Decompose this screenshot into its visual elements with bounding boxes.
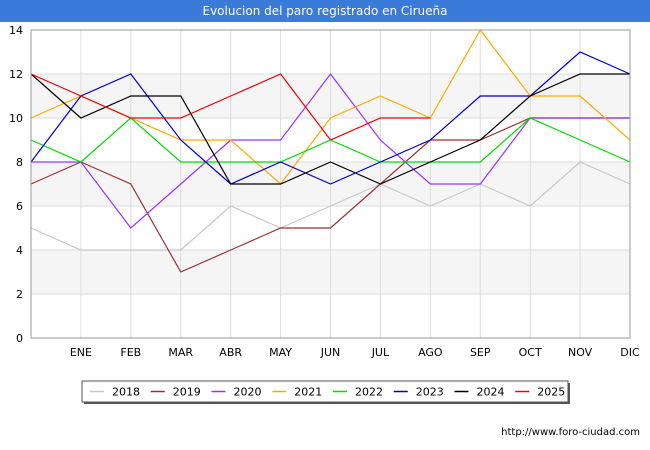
y-tick-label: 12	[9, 68, 23, 81]
chart-title: Evolucion del paro registrado en Cirueña	[0, 0, 650, 22]
legend-label-2024: 2024	[477, 386, 505, 399]
legend-label-2022: 2022	[355, 386, 383, 399]
series-line-2024	[30, 73, 630, 185]
x-tick-label: ABR	[219, 346, 242, 359]
legend-box	[81, 380, 569, 403]
y-tick-label: 8	[16, 156, 23, 169]
y-tick-label: 6	[16, 200, 23, 213]
legend-label-2019: 2019	[173, 386, 201, 399]
x-tick-label: MAY	[269, 346, 292, 359]
x-tick-label: MAR	[168, 346, 193, 359]
x-tick-label: OCT	[519, 346, 542, 359]
series-line-2025	[30, 73, 431, 141]
x-tick-label: NOV	[568, 346, 593, 359]
legend-label-2025: 2025	[537, 386, 565, 399]
x-tick-label: ENE	[70, 346, 92, 359]
legend-label-2023: 2023	[416, 386, 444, 399]
x-tick-label: AGO	[418, 346, 443, 359]
x-tick-label: JUL	[371, 346, 390, 359]
legend-label-2020: 2020	[234, 386, 262, 399]
legend-label-2021: 2021	[294, 386, 322, 399]
y-tick-label: 4	[16, 244, 23, 257]
y-tick-label: 0	[16, 332, 23, 345]
y-tick-label: 2	[16, 288, 23, 301]
x-tick-label: JUN	[320, 346, 341, 359]
x-tick-label: FEB	[120, 346, 141, 359]
y-tick-label: 10	[9, 112, 23, 125]
x-tick-label: SEP	[470, 346, 491, 359]
y-tick-label: 14	[9, 24, 23, 37]
series-line-2018	[30, 161, 631, 251]
source-url: http://www.foro-ciudad.com	[501, 427, 640, 438]
legend-label-2018: 2018	[112, 386, 140, 399]
x-tick-label: DIC	[620, 346, 640, 359]
plot-border	[30, 29, 631, 339]
